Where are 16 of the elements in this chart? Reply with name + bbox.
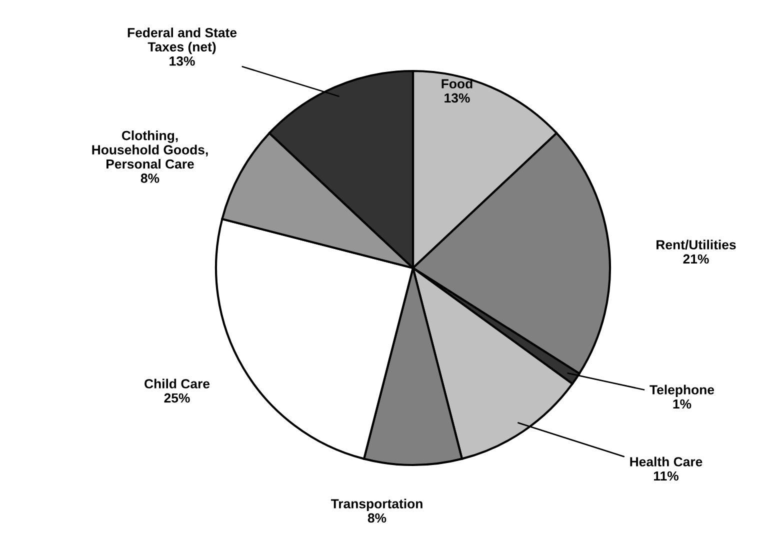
data-label: 25% <box>164 393 190 403</box>
data-label: 21% <box>683 254 709 264</box>
slice-label: Child Care <box>144 378 210 388</box>
data-label: 13% <box>444 93 470 103</box>
slice-label: Federal and State Taxes (net) <box>128 28 237 54</box>
data-label: 8% <box>368 513 386 523</box>
slice-label: Clothing, Household Goods, Personal Care <box>92 130 208 169</box>
data-label: 11% <box>654 471 678 481</box>
data-label: 8% <box>140 174 160 183</box>
slice-label: Telephone <box>650 384 714 398</box>
slice-label: Rent/Utilities <box>656 240 736 250</box>
slice-label: Health Care <box>630 456 702 466</box>
data-label: 13% <box>170 56 195 66</box>
slice-label: Food <box>442 78 472 88</box>
data-label: 1% <box>673 399 692 409</box>
slice-label: Transportation <box>330 498 422 512</box>
